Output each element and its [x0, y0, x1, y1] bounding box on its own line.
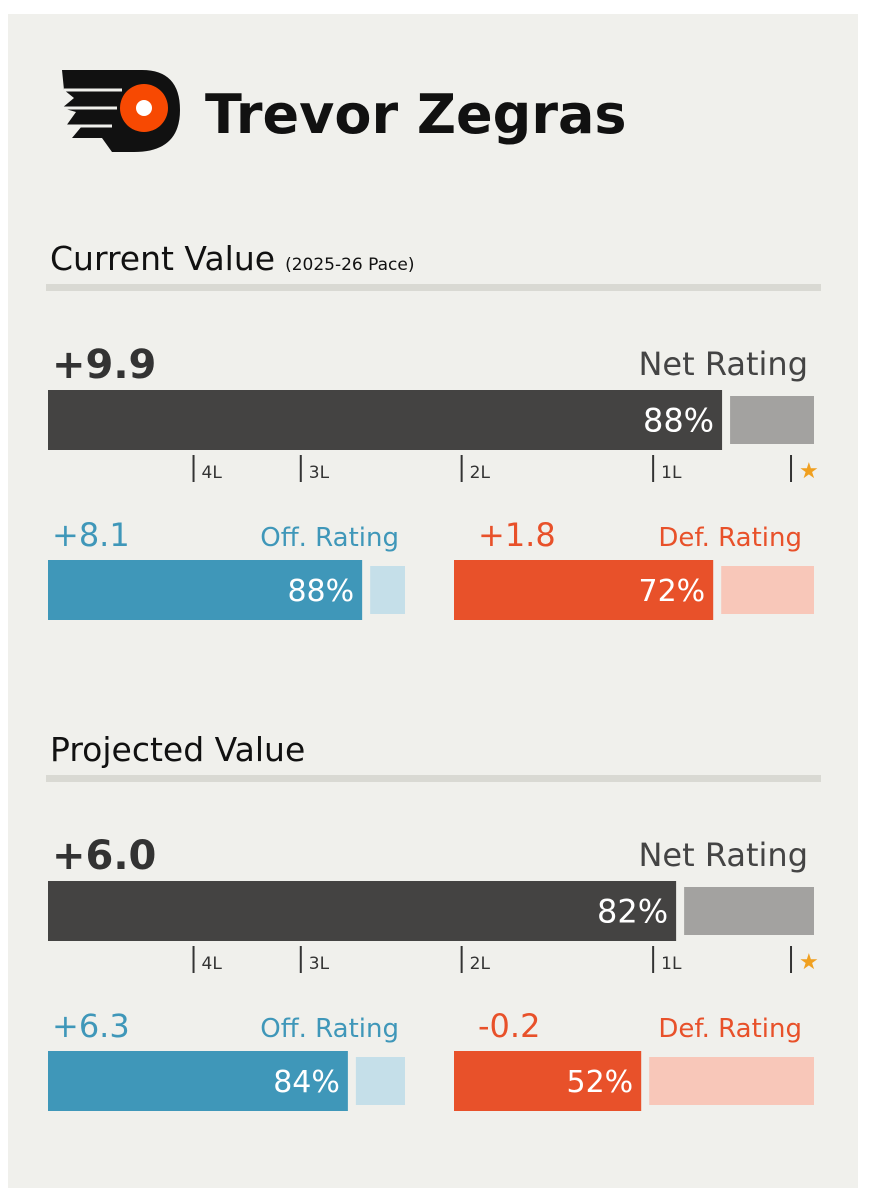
off-bar [48, 560, 363, 620]
def-bar-remainder [721, 566, 814, 614]
def-percent-label: 52% [567, 1065, 634, 1100]
net-bar [48, 881, 677, 941]
def-bar [454, 560, 714, 620]
tier-label: 4L [202, 954, 223, 974]
def-value: +1.8 [478, 516, 556, 554]
section-rule [46, 284, 821, 291]
section-rule [46, 775, 821, 782]
def-bar [454, 1051, 642, 1111]
tier-label: 1L [661, 463, 682, 483]
team-logo [62, 70, 180, 152]
tier-label: ★ [799, 950, 819, 975]
off-label: Off. Rating [260, 1014, 399, 1044]
off-bar [48, 1051, 348, 1111]
def-label: Def. Rating [658, 523, 802, 553]
net-label: Net Rating [638, 345, 808, 383]
section-title: Projected Value [50, 730, 305, 769]
net-bar-remainder [730, 396, 814, 444]
net-label: Net Rating [638, 836, 808, 874]
off-value: +8.1 [52, 516, 130, 554]
def-bar-remainder [649, 1057, 814, 1105]
tier-label: 2L [470, 463, 491, 483]
tier-label: 4L [202, 463, 223, 483]
net-bar [48, 390, 723, 450]
off-percent-label: 88% [287, 574, 354, 609]
player-name: Trevor Zegras [205, 83, 627, 146]
tier-label: 3L [309, 463, 330, 483]
section-title: Current Value (2025-26 Pace) [50, 239, 414, 278]
net-value: +6.0 [52, 833, 156, 879]
net-bar-remainder [684, 887, 814, 935]
section-subtitle: (2025-26 Pace) [285, 255, 414, 275]
tier-label: 3L [309, 954, 330, 974]
def-value: -0.2 [478, 1007, 540, 1045]
section-title-text: Projected Value [50, 730, 305, 769]
off-bar-remainder [370, 566, 405, 614]
off-bar-remainder [355, 1057, 405, 1105]
off-value: +6.3 [52, 1007, 130, 1045]
section-title-text: Current Value [50, 239, 275, 278]
off-percent-label: 84% [273, 1065, 340, 1100]
net-value: +9.9 [52, 342, 156, 388]
off-label: Off. Rating [260, 523, 399, 553]
tier-label: ★ [799, 459, 819, 484]
def-label: Def. Rating [658, 1014, 802, 1044]
tier-label: 2L [470, 954, 491, 974]
def-percent-label: 72% [639, 574, 706, 609]
tier-label: 1L [661, 954, 682, 974]
net-percent-label: 82% [597, 893, 668, 931]
net-percent-label: 88% [643, 402, 714, 440]
